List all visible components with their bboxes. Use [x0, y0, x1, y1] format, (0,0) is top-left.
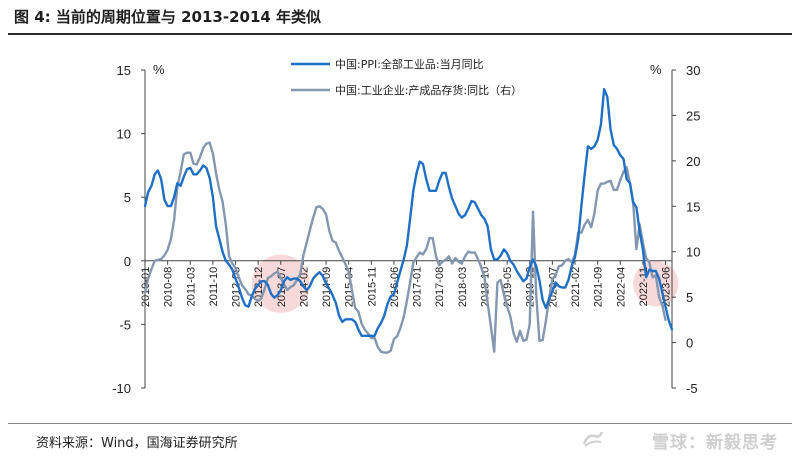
- right-axis-unit: %: [650, 62, 662, 77]
- source-note: 资料来源：Wind，国海证券研究所: [36, 436, 238, 451]
- x-tick-label: 2019-05: [502, 267, 514, 307]
- right-tick-label: 5: [686, 290, 693, 305]
- x-tick-label: 2010-08: [163, 267, 175, 307]
- x-tick-label: 2015-11: [366, 267, 378, 307]
- right-tick-label: 15: [686, 199, 700, 214]
- legend-label-ppi: 中国:PPI:全部工业品:当月同比: [335, 57, 484, 71]
- snowball-logo-icon: [582, 431, 604, 447]
- left-tick-label: 10: [117, 127, 131, 142]
- right-tick-label: 25: [686, 108, 700, 123]
- left-tick-label: 5: [124, 190, 131, 205]
- series-line-ppi: [143, 87, 674, 337]
- series-lines: [143, 87, 674, 354]
- right-tick-label: 30: [686, 63, 700, 78]
- x-tick-label: 2022-04: [615, 267, 627, 307]
- x-tick-label: 2021-02: [570, 267, 582, 307]
- title-divider: [8, 33, 792, 35]
- left-tick-label: 0: [124, 254, 131, 269]
- right-tick-label: 0: [686, 336, 693, 351]
- left-tick-label: 15: [117, 63, 131, 78]
- highlight-circle-0: [251, 254, 310, 313]
- right-tick-label: 20: [686, 154, 700, 169]
- left-axis-unit: %: [153, 62, 165, 77]
- x-tick-label: 2011-10: [208, 267, 220, 307]
- x-tick-label: 2018-03: [457, 267, 469, 307]
- source-divider: [8, 423, 792, 424]
- x-tick-label: 2017-08: [434, 267, 446, 307]
- x-tick-label: 2021-09: [593, 267, 605, 307]
- watermark: 雪球：新毅思考: [652, 433, 778, 453]
- x-tick-label: 2017-01: [412, 267, 424, 307]
- legend-label-inventory: 中国:工业企业:产成品存货:同比（右）: [335, 83, 522, 97]
- x-tick-label: 2023-06: [661, 267, 673, 307]
- figure-title: 图 4: 当前的周期位置与 2013-2014 年类似: [14, 8, 322, 26]
- left-tick-label: -10: [112, 381, 131, 396]
- x-tick-label: 2011-03: [185, 267, 197, 307]
- legend: 中国:PPI:全部工业品:当月同比 中国:工业企业:产成品存货:同比（右）: [291, 57, 522, 97]
- right-tick-label: -5: [686, 381, 698, 396]
- right-tick-label: 10: [686, 245, 700, 260]
- left-tick-label: -5: [119, 317, 131, 332]
